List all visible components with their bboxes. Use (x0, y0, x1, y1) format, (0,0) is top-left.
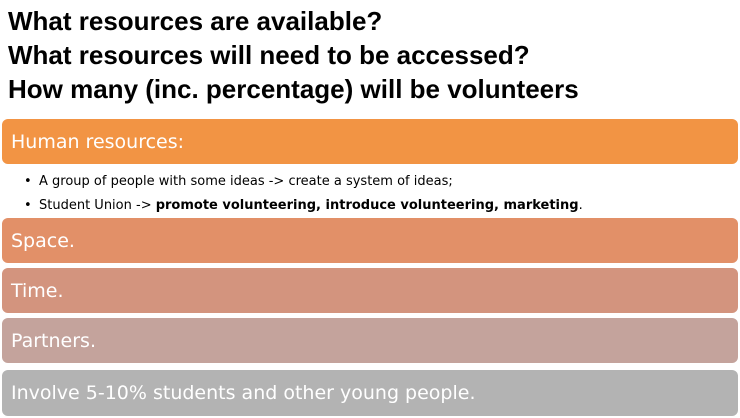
space-bar: Space. (2, 218, 738, 263)
bullet-text-student-union-suffix: . (578, 198, 583, 213)
partners-label: Partners. (11, 329, 96, 352)
bullet-text-student-union-bold: promote volunteering, introduce voluntee… (155, 198, 579, 213)
question-available: What resources are available? (8, 6, 383, 36)
bullet-dot: • (24, 198, 32, 213)
partners-bar: Partners. (2, 318, 738, 363)
bullet-item-ideas: • A group of people with some ideas -> c… (22, 170, 732, 194)
bullet-text-student-union-prefix: Student Union -> (39, 198, 156, 213)
human-resources-label: Human resources: (11, 130, 185, 153)
bullet-text-ideas: A group of people with some ideas -> cre… (39, 174, 453, 189)
human-resources-bar: Human resources: (2, 119, 738, 164)
time-label: Time. (11, 279, 64, 302)
involve-bar: Involve 5-10% students and other young p… (2, 370, 738, 416)
human-resources-bullets: • A group of people with some ideas -> c… (22, 170, 732, 218)
bullet-item-student-union: • Student Union -> promote volunteering,… (22, 194, 732, 218)
bullet-dot: • (24, 174, 32, 189)
question-accessed: What resources will need to be accessed? (8, 40, 530, 70)
space-label: Space. (11, 229, 75, 252)
time-bar: Time. (2, 268, 738, 313)
question-volunteers: How many (inc. percentage) will be volun… (8, 74, 579, 104)
involve-label: Involve 5-10% students and other young p… (11, 382, 476, 404)
questions-block: What resources are available? What resou… (8, 4, 736, 106)
